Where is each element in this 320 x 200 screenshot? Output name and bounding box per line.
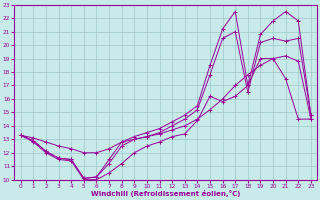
X-axis label: Windchill (Refroidissement éolien,°C): Windchill (Refroidissement éolien,°C) — [91, 190, 241, 197]
